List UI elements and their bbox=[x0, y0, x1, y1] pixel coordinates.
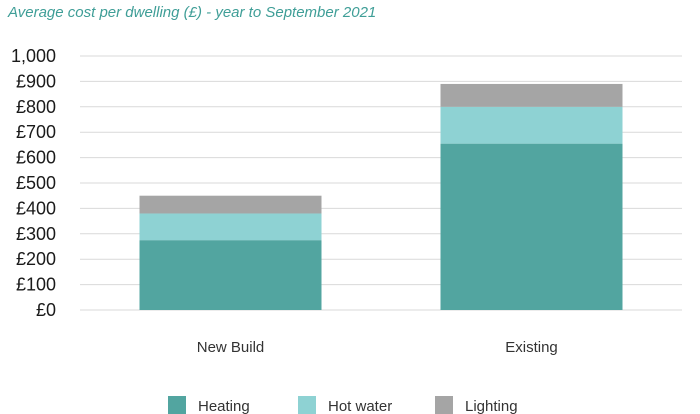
y-tick-label: £0 bbox=[36, 300, 56, 320]
y-tick-label: £200 bbox=[16, 249, 56, 269]
y-tick-label: £800 bbox=[16, 97, 56, 117]
y-tick-label: £700 bbox=[16, 122, 56, 142]
x-category-label: Existing bbox=[505, 339, 558, 356]
bar-lighting bbox=[440, 83, 623, 107]
legend-swatch bbox=[435, 396, 453, 414]
legend-label: Hot water bbox=[328, 398, 392, 414]
bar-hot-water bbox=[440, 106, 623, 144]
y-tick-label: £600 bbox=[16, 148, 56, 168]
y-tick-label: £900 bbox=[16, 71, 56, 91]
legend-swatch bbox=[168, 396, 186, 414]
legend-label: Heating bbox=[198, 398, 250, 414]
chart-title: Average cost per dwelling (£) - year to … bbox=[8, 4, 377, 21]
x-category-label: New Build bbox=[197, 339, 265, 356]
y-tick-label: £300 bbox=[16, 224, 56, 244]
y-tick-label: 1,000 bbox=[11, 46, 56, 66]
bar-hot-water bbox=[139, 213, 322, 241]
y-tick-label: £100 bbox=[16, 275, 56, 295]
legend-swatch bbox=[298, 396, 316, 414]
bar-lighting bbox=[139, 195, 322, 214]
y-tick-label: £400 bbox=[16, 198, 56, 218]
bar-heating bbox=[139, 240, 322, 310]
y-tick-label: £500 bbox=[16, 173, 56, 193]
bar-heating bbox=[440, 143, 623, 310]
legend-label: Lighting bbox=[465, 398, 518, 414]
